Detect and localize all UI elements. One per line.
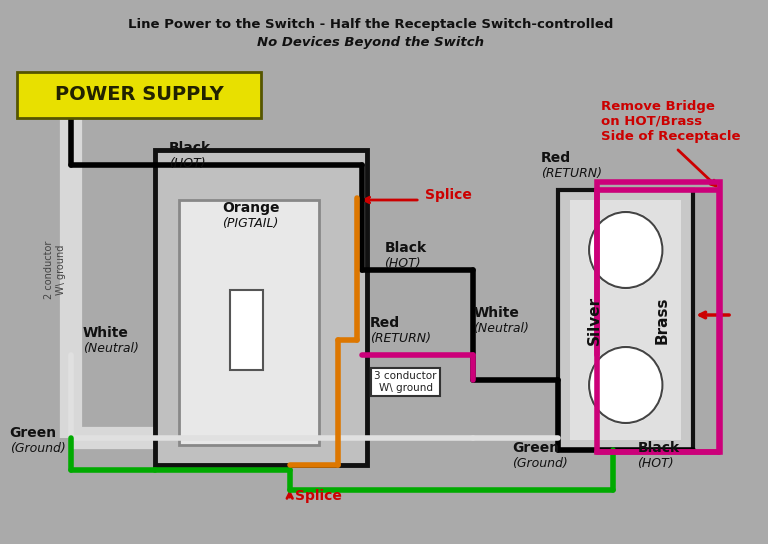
Text: Splice: Splice xyxy=(295,489,342,503)
Text: (Ground): (Ground) xyxy=(511,457,568,470)
Text: Splice: Splice xyxy=(425,188,472,202)
Text: White: White xyxy=(473,306,519,320)
Text: No Devices Beyond the Switch: No Devices Beyond the Switch xyxy=(257,36,485,49)
Bar xyxy=(179,200,319,445)
Bar xyxy=(597,182,720,452)
Text: White: White xyxy=(83,326,129,340)
Text: Orange: Orange xyxy=(222,201,280,215)
Text: 2 conductor
W\ ground: 2 conductor W\ ground xyxy=(45,241,66,299)
Text: (Ground): (Ground) xyxy=(10,442,65,455)
Text: (RETURN): (RETURN) xyxy=(541,167,602,180)
Text: Green: Green xyxy=(10,426,57,440)
Bar xyxy=(570,200,680,440)
Text: Red: Red xyxy=(541,151,571,165)
Text: (HOT): (HOT) xyxy=(169,157,206,170)
Text: Green: Green xyxy=(511,441,559,455)
Text: 3 conductor
W\ ground: 3 conductor W\ ground xyxy=(374,371,437,393)
Text: (HOT): (HOT) xyxy=(384,257,421,270)
Text: (RETURN): (RETURN) xyxy=(370,332,431,345)
Text: (Neutral): (Neutral) xyxy=(473,322,529,335)
Text: (HOT): (HOT) xyxy=(637,457,674,470)
Text: Black: Black xyxy=(637,441,680,455)
Text: Brass: Brass xyxy=(655,296,670,344)
Bar xyxy=(230,290,263,370)
Text: Line Power to the Switch - Half the Receptacle Switch-controlled: Line Power to the Switch - Half the Rece… xyxy=(128,18,614,31)
Text: Black: Black xyxy=(169,141,211,155)
Bar xyxy=(154,150,367,465)
Text: Remove Bridge
on HOT/Brass
Side of Receptacle: Remove Bridge on HOT/Brass Side of Recep… xyxy=(601,100,740,143)
Bar xyxy=(18,72,261,118)
Text: Silver: Silver xyxy=(588,295,602,344)
Text: (Neutral): (Neutral) xyxy=(83,342,139,355)
Text: Black: Black xyxy=(384,241,426,255)
Text: POWER SUPPLY: POWER SUPPLY xyxy=(55,85,223,104)
Circle shape xyxy=(589,212,663,288)
Text: (PIGTAIL): (PIGTAIL) xyxy=(222,217,279,230)
Text: Red: Red xyxy=(370,316,400,330)
Bar xyxy=(558,190,694,450)
Circle shape xyxy=(589,347,663,423)
